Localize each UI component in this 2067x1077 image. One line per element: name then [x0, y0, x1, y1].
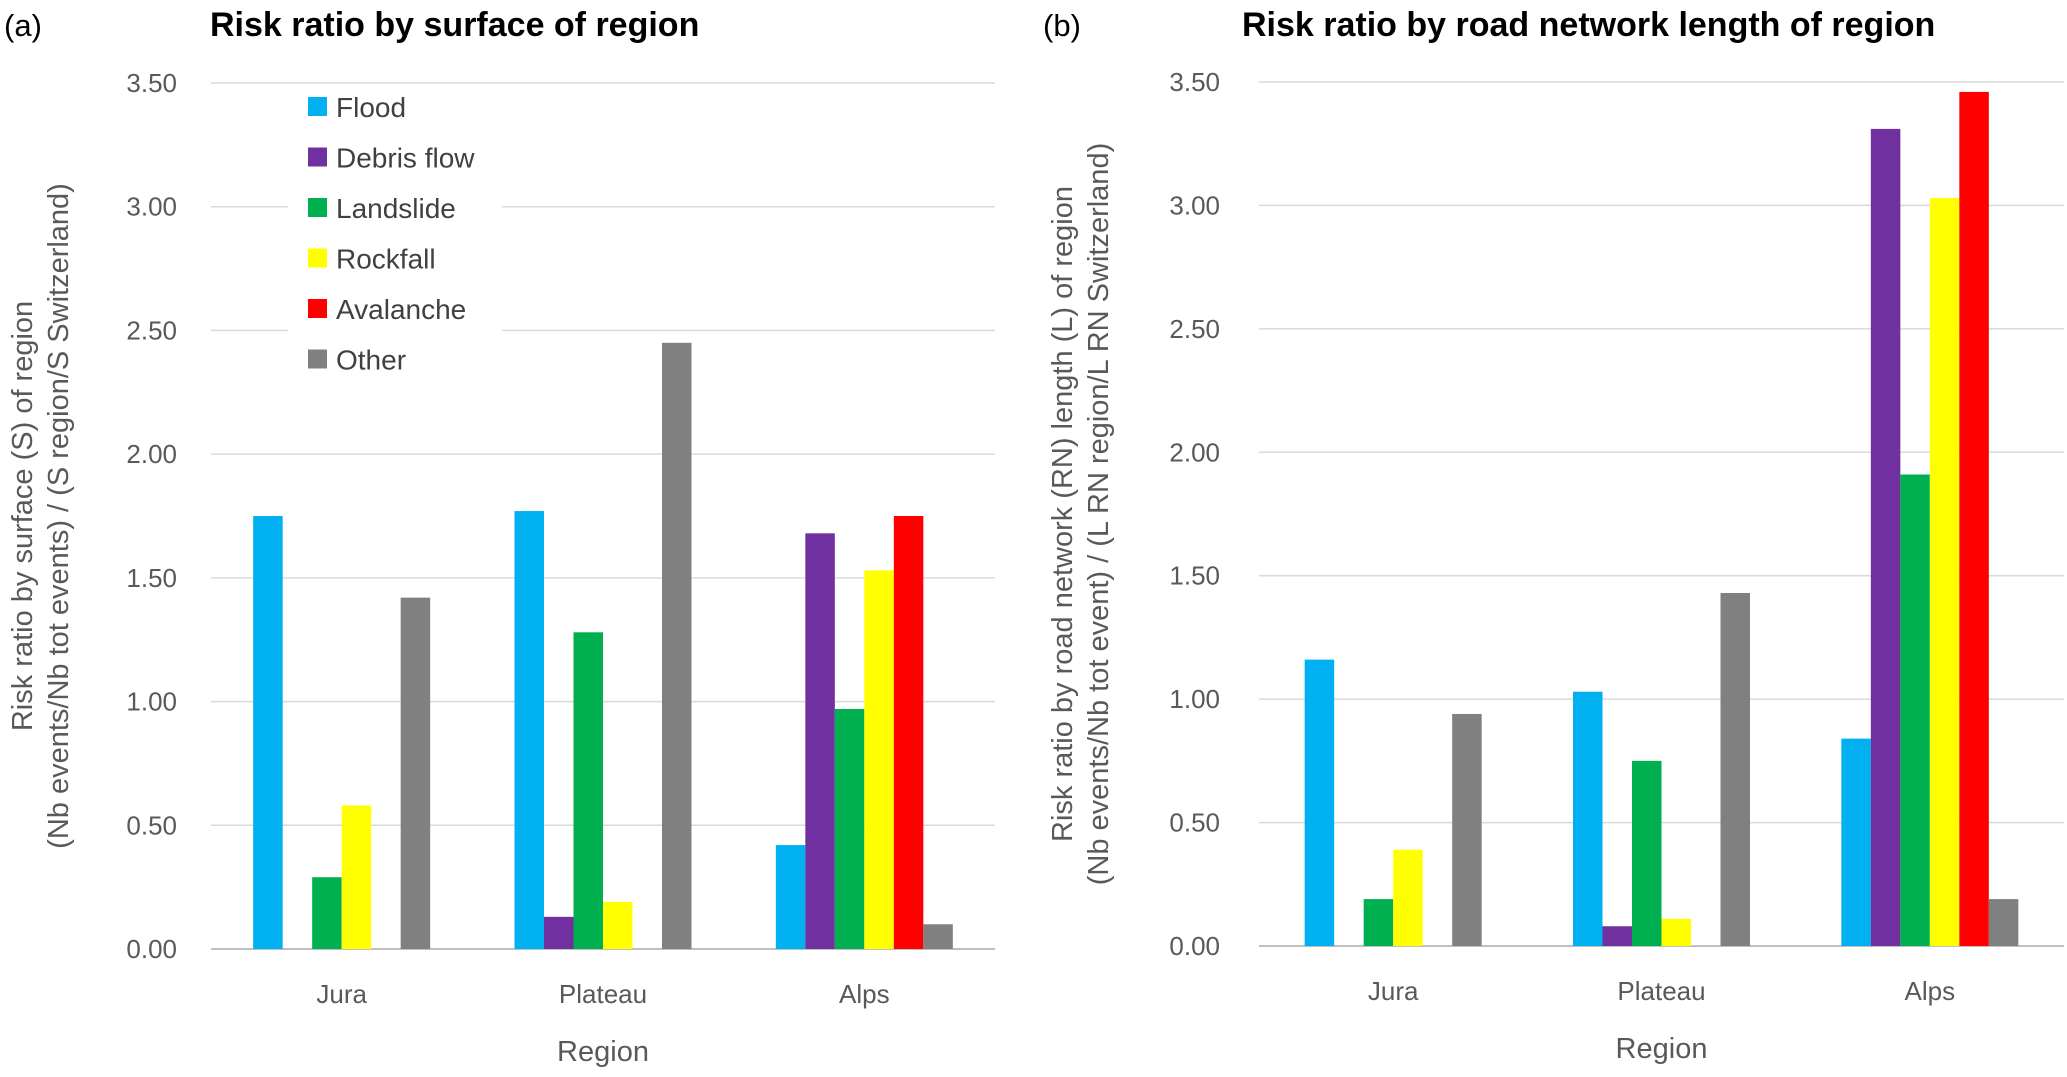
bar-rockfall-jura	[341, 805, 372, 949]
bar-landslide-jura	[312, 877, 342, 949]
legend-entry: Other	[336, 345, 406, 376]
bar-debris-flow-alps	[805, 533, 835, 949]
chart-title: Risk ratio by road network length of reg…	[1242, 6, 1935, 44]
y-tick-label: 3.50	[1169, 67, 1220, 97]
y-tick-label: 1.00	[126, 687, 177, 717]
bar-debris-flow-plateau	[544, 916, 574, 949]
y-tick-label: 2.00	[1169, 437, 1220, 467]
y-tick-label: 1.50	[1169, 561, 1220, 591]
legend-entry: Avalanche	[336, 294, 466, 325]
bar-flood-plateau	[1573, 691, 1603, 946]
bar-rockfall-jura	[1393, 849, 1423, 946]
chart-b: (b) Risk ratio by road network length of …	[1043, 6, 2064, 1065]
panel-label: (b)	[1043, 8, 1081, 43]
bar-other-plateau	[1720, 592, 1750, 946]
legend-swatch	[308, 147, 327, 167]
y-tick-label: 0.50	[1169, 808, 1220, 838]
bar-rockfall-plateau	[1661, 918, 1691, 946]
bar-flood-plateau	[514, 511, 544, 949]
y-tick-label: 1.50	[126, 563, 177, 593]
bar-avalanche-alps	[1959, 91, 1989, 947]
bar-other-jura	[400, 597, 431, 949]
bar-flood-jura	[1304, 659, 1335, 946]
chart-title: Risk ratio by surface of region	[210, 6, 699, 44]
y-tick-label: 3.00	[126, 192, 177, 222]
bar-landslide-alps	[834, 708, 865, 949]
legend-swatch	[308, 299, 327, 318]
bar-debris-flow-alps	[1870, 128, 1901, 947]
y-tick-label: 2.00	[126, 439, 177, 469]
y-tick-label: 2.50	[126, 315, 177, 345]
bar-flood-jura	[253, 516, 283, 949]
y-axis-label: Risk ratio by road network (RN) length (…	[1047, 186, 1079, 842]
bar-landslide-alps	[1900, 474, 1930, 946]
legend-swatch	[308, 198, 327, 217]
legend-background	[288, 85, 502, 385]
chart-a: (a) Risk ratio by surface of region 0.00 0.…	[4, 6, 995, 1068]
legend: Flood Debris flow Landslide Rockfall Avalanc…	[288, 85, 502, 385]
bar-rockfall-alps	[1929, 198, 1960, 947]
bar-other-jura	[1452, 713, 1482, 946]
x-tick-label: Plateau	[1617, 976, 1705, 1006]
y-tick-label: 3.00	[1169, 190, 1220, 220]
x-tick-label: Alps	[839, 979, 890, 1009]
x-tick-label: Alps	[1905, 976, 1956, 1006]
y-axis-label: Risk ratio by surface (S) of region	[7, 301, 39, 731]
y-tick-label: 2.50	[1169, 314, 1220, 344]
bar-landslide-plateau	[573, 632, 603, 949]
legend-swatch	[308, 248, 327, 268]
bar-rockfall-alps	[864, 570, 894, 949]
y-tick-label: 1.00	[1169, 684, 1220, 714]
y-tick-label: 0.50	[126, 810, 177, 840]
panel-label: (a)	[4, 8, 42, 43]
bar-rockfall-plateau	[603, 901, 633, 949]
x-tick-label: Plateau	[559, 979, 647, 1009]
y-axis-label: (Nb events/Nb tot event) / (L RN region/…	[1083, 143, 1115, 885]
bar-flood-alps	[775, 845, 806, 949]
bar-other-alps	[923, 924, 953, 949]
x-tick-label: Jura	[1368, 976, 1419, 1006]
y-tick-label: 0.00	[126, 934, 177, 964]
bar-other-plateau	[662, 342, 692, 949]
bar-other-alps	[1988, 899, 2019, 946]
bar-landslide-jura	[1363, 899, 1394, 946]
legend-swatch	[308, 349, 327, 369]
bar-flood-alps	[1841, 738, 1871, 946]
y-tick-label: 0.00	[1169, 931, 1220, 961]
legend-entry: Rockfall	[336, 244, 436, 275]
x-tick-label: Jura	[316, 979, 367, 1009]
x-axis-label: Region	[1616, 1033, 1708, 1065]
y-tick-label: 3.50	[126, 68, 177, 98]
y-axis-label: (Nb events/Nb tot events) / (S region/S …	[43, 183, 75, 849]
legend-swatch	[308, 97, 327, 116]
legend-entry: Landslide	[336, 193, 456, 224]
bar-avalanche-alps	[893, 516, 924, 949]
legend-entry: Debris flow	[336, 143, 475, 174]
bar-landslide-plateau	[1632, 760, 1662, 946]
x-axis-label: Region	[557, 1036, 649, 1068]
legend-entry: Flood	[336, 92, 406, 123]
bar-debris-flow-plateau	[1602, 926, 1632, 946]
